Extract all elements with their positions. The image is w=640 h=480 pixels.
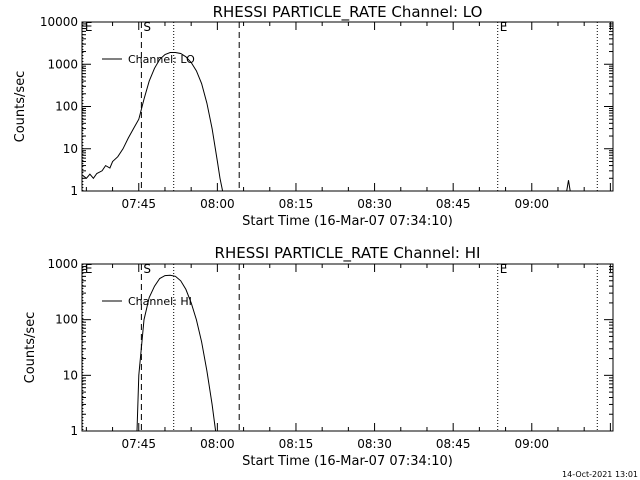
legend-entry: Channel: HI	[128, 295, 192, 308]
y-tick-label: 1	[70, 424, 78, 438]
x-axis-label: Start Time (16-Mar-07 07:34:10)	[242, 454, 453, 469]
y-axis-label: Counts/sec	[13, 71, 28, 143]
x-tick-label: 08:00	[200, 197, 235, 211]
x-tick-label: 08:15	[279, 197, 314, 211]
x-tick-label: 09:00	[514, 437, 549, 451]
y-tick-label: 1000	[47, 57, 78, 71]
y-axis-label: Counts/sec	[23, 312, 38, 384]
event-marker-label: E	[85, 20, 93, 34]
plot-frame	[81, 263, 614, 432]
x-tick-label: 07:45	[121, 197, 156, 211]
x-tick-label: 08:15	[279, 437, 314, 451]
data-series-line	[136, 274, 217, 432]
event-marker-label: E	[85, 262, 93, 276]
y-tick-label: 1	[70, 184, 78, 198]
event-marker-label: S	[143, 262, 151, 276]
x-tick-label: 08:45	[436, 437, 471, 451]
x-tick-label: 08:30	[357, 437, 392, 451]
x-tick-label: 09:00	[514, 197, 549, 211]
y-tick-label: 10000	[40, 15, 78, 29]
x-tick-label: 07:45	[121, 437, 156, 451]
y-tick-label: 100	[55, 100, 78, 114]
chart-panel-1: RHESSI PARTICLE_RATE Channel: LO 1 10 100 10…	[13, 3, 614, 229]
event-marker-label: S	[143, 20, 151, 34]
y-tick-label: 10	[63, 368, 78, 382]
x-axis-label: Start Time (16-Mar-07 07:34:10)	[242, 214, 453, 229]
x-tick-label: 08:45	[436, 197, 471, 211]
plot-frame	[81, 21, 614, 192]
y-tick-label: 10	[63, 142, 78, 156]
chart-title: RHESSI PARTICLE_RATE Channel: LO	[213, 3, 483, 22]
chart-panel-2: RHESSI PARTICLE_RATE Channel: HI 1 10 100 10…	[23, 244, 614, 469]
event-marker-label: E	[500, 262, 508, 276]
chart-title: RHESSI PARTICLE_RATE Channel: HI	[215, 244, 481, 263]
footer-timestamp: 14-Oct-2021 13:01	[562, 470, 638, 479]
data-series-line	[81, 52, 224, 192]
y-tick-label: 1000	[47, 257, 78, 271]
data-series-line	[566, 180, 571, 192]
x-tick-label: 08:30	[357, 197, 392, 211]
y-tick-label: 100	[55, 313, 78, 327]
x-tick-label: 08:00	[200, 437, 235, 451]
legend-entry: Channel: LO	[128, 53, 195, 66]
event-marker-label: E	[500, 20, 508, 34]
